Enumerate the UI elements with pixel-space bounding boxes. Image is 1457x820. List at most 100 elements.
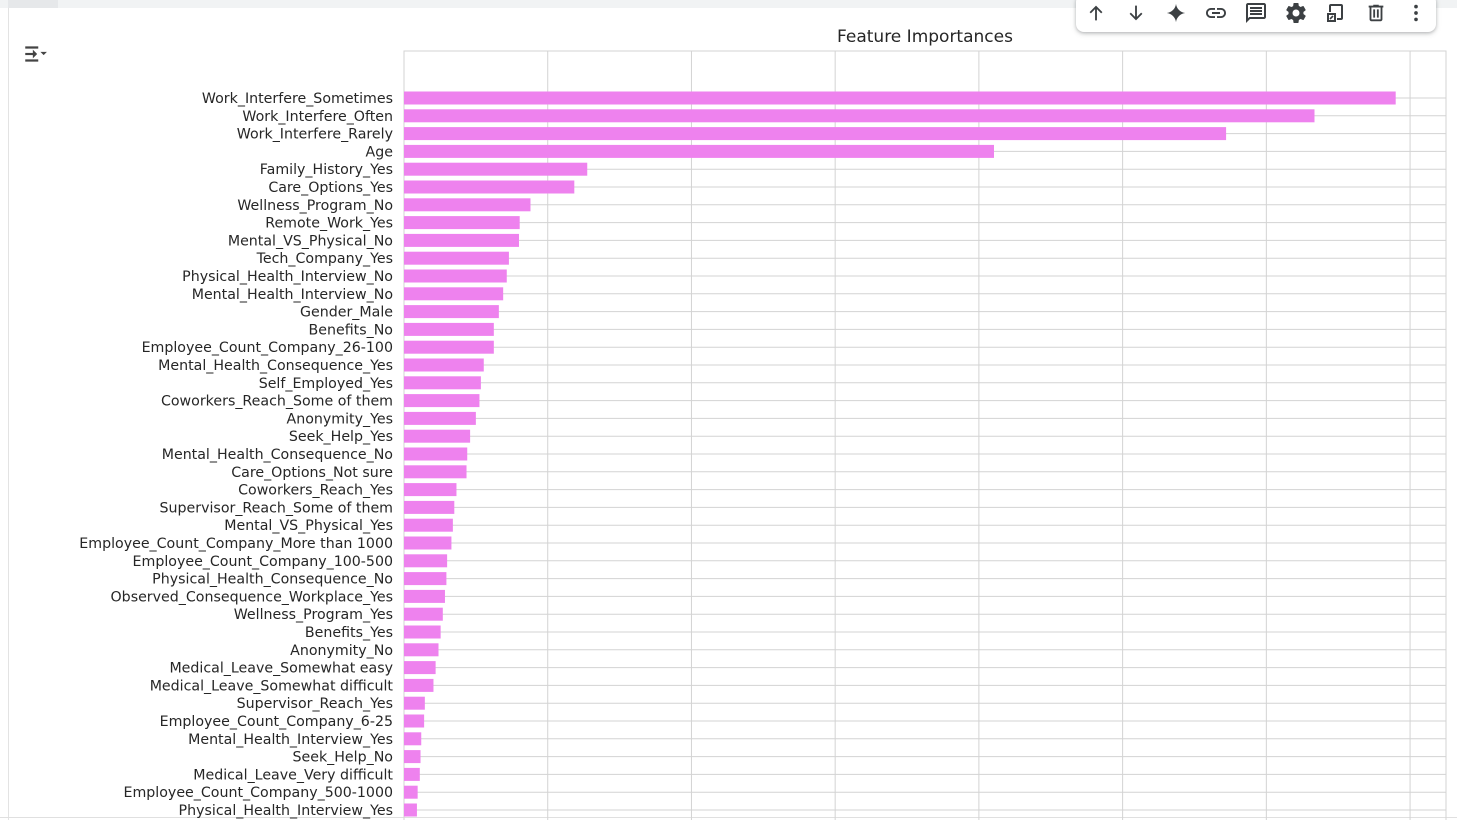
bar: [404, 411, 476, 425]
more-button[interactable]: [1396, 0, 1436, 32]
bar: [404, 607, 443, 621]
bar: [404, 376, 481, 390]
bar: [404, 447, 468, 461]
settings-button[interactable]: [1276, 0, 1316, 32]
category-label: Mental_Health_Consequence_No: [162, 447, 393, 463]
bar: [404, 750, 421, 764]
category-label: Medical_Leave_Very difficult: [193, 767, 393, 783]
category-label: Employee_Count_Company_26-100: [142, 340, 393, 356]
cell-divider: [0, 817, 1457, 818]
category-label: Physical_Health_Interview_No: [182, 269, 393, 285]
arrow-down-icon: [1129, 5, 1143, 21]
bar: [404, 340, 494, 354]
category-label: Remote_Work_Yes: [265, 216, 393, 232]
category-label: Mental_VS_Physical_No: [228, 233, 393, 249]
category-label: Family_History_Yes: [260, 162, 393, 178]
bar: [404, 287, 504, 301]
category-label: Work_Interfere_Rarely: [237, 127, 393, 143]
bar: [404, 500, 455, 514]
bar: [404, 696, 425, 710]
category-label: Tech_Company_Yes: [256, 251, 393, 267]
category-label: Wellness_Program_Yes: [234, 607, 393, 623]
output-toggle-button[interactable]: [18, 38, 52, 70]
bar: [404, 625, 441, 639]
move-up-button[interactable]: [1076, 0, 1116, 32]
category-label: Observed_Consequence_Workplace_Yes: [111, 589, 393, 605]
category-label: Medical_Leave_Somewhat difficult: [150, 678, 394, 694]
previous-cell-gutter: [8, 0, 58, 8]
category-label: Physical_Health_Interview_Yes: [179, 803, 393, 819]
cell-toolbar: [1076, 0, 1436, 32]
bar: [404, 305, 499, 319]
cell-border: [8, 8, 9, 820]
category-label: Supervisor_Reach_Yes: [237, 696, 393, 712]
category-label: Medical_Leave_Somewhat easy: [169, 661, 393, 677]
category-label: Benefits_No: [309, 322, 393, 338]
category-label: Work_Interfere_Often: [242, 109, 393, 125]
category-label: Employee_Count_Company_500-1000: [124, 785, 393, 801]
bar: [404, 785, 418, 799]
category-label: Employee_Count_Company_More than 1000: [79, 536, 393, 552]
category-label: Self_Employed_Yes: [259, 376, 393, 392]
bar: [404, 465, 467, 479]
bar: [404, 554, 448, 568]
category-label: Anonymity_Yes: [287, 411, 393, 427]
mirror-icon: [1327, 4, 1343, 22]
comment-button[interactable]: [1236, 0, 1276, 32]
chart-title: Feature Importances: [837, 27, 1013, 47]
category-label: Coworkers_Reach_Some of them: [161, 394, 393, 410]
category-label: Supervisor_Reach_Some of them: [160, 500, 393, 516]
trash-icon: [1368, 4, 1384, 22]
bar: [404, 536, 452, 550]
category-label: Gender_Male: [300, 305, 393, 321]
category-label: Age: [366, 144, 393, 160]
bar: [404, 732, 422, 746]
category-label: Mental_VS_Physical_Yes: [224, 518, 393, 534]
category-label: Physical_Health_Consequence_No: [152, 572, 393, 588]
category-label: Wellness_Program_No: [237, 198, 393, 214]
mirror-cell-button[interactable]: [1316, 0, 1356, 32]
previous-cell-edge: [0, 0, 1457, 8]
bar: [404, 216, 520, 230]
category-label: Employee_Count_Company_6-25: [160, 714, 393, 730]
bar: [404, 162, 588, 176]
bar: [404, 803, 417, 817]
gemini-button[interactable]: [1156, 0, 1196, 32]
category-label: Coworkers_Reach_Yes: [238, 483, 393, 499]
category-label: Employee_Count_Company_100-500: [133, 554, 393, 570]
sparkle-icon: [1166, 3, 1186, 23]
bar: [404, 358, 484, 372]
bar: [404, 233, 519, 247]
category-label: Seek_Help_No: [292, 750, 393, 766]
bar: [404, 714, 425, 728]
bar: [404, 589, 445, 603]
bar: [404, 767, 420, 781]
bar: [404, 483, 457, 497]
bar: [404, 251, 509, 265]
move-down-button[interactable]: [1116, 0, 1156, 32]
category-label: Mental_Health_Consequence_Yes: [158, 358, 393, 374]
more-vert-icon: [1414, 4, 1418, 22]
bar: [404, 109, 1315, 123]
comment-icon: [1246, 3, 1266, 23]
category-label: Anonymity_No: [290, 643, 393, 659]
bar: [404, 518, 453, 532]
bar: [404, 643, 439, 657]
bar: [404, 572, 447, 586]
bar: [404, 678, 434, 692]
link-icon: [1206, 8, 1226, 18]
category-label: Care_Options_Yes: [268, 180, 393, 196]
category-label: Seek_Help_Yes: [289, 429, 393, 445]
output-toggle-icon: [25, 46, 47, 62]
bar: [404, 180, 575, 194]
link-button[interactable]: [1196, 0, 1236, 32]
bar: [404, 429, 471, 443]
category-label: Mental_Health_Interview_No: [192, 287, 393, 303]
bar: [404, 394, 480, 408]
bar: [404, 661, 436, 675]
arrow-up-icon: [1089, 5, 1103, 21]
delete-button[interactable]: [1356, 0, 1396, 32]
bar: [404, 198, 531, 212]
